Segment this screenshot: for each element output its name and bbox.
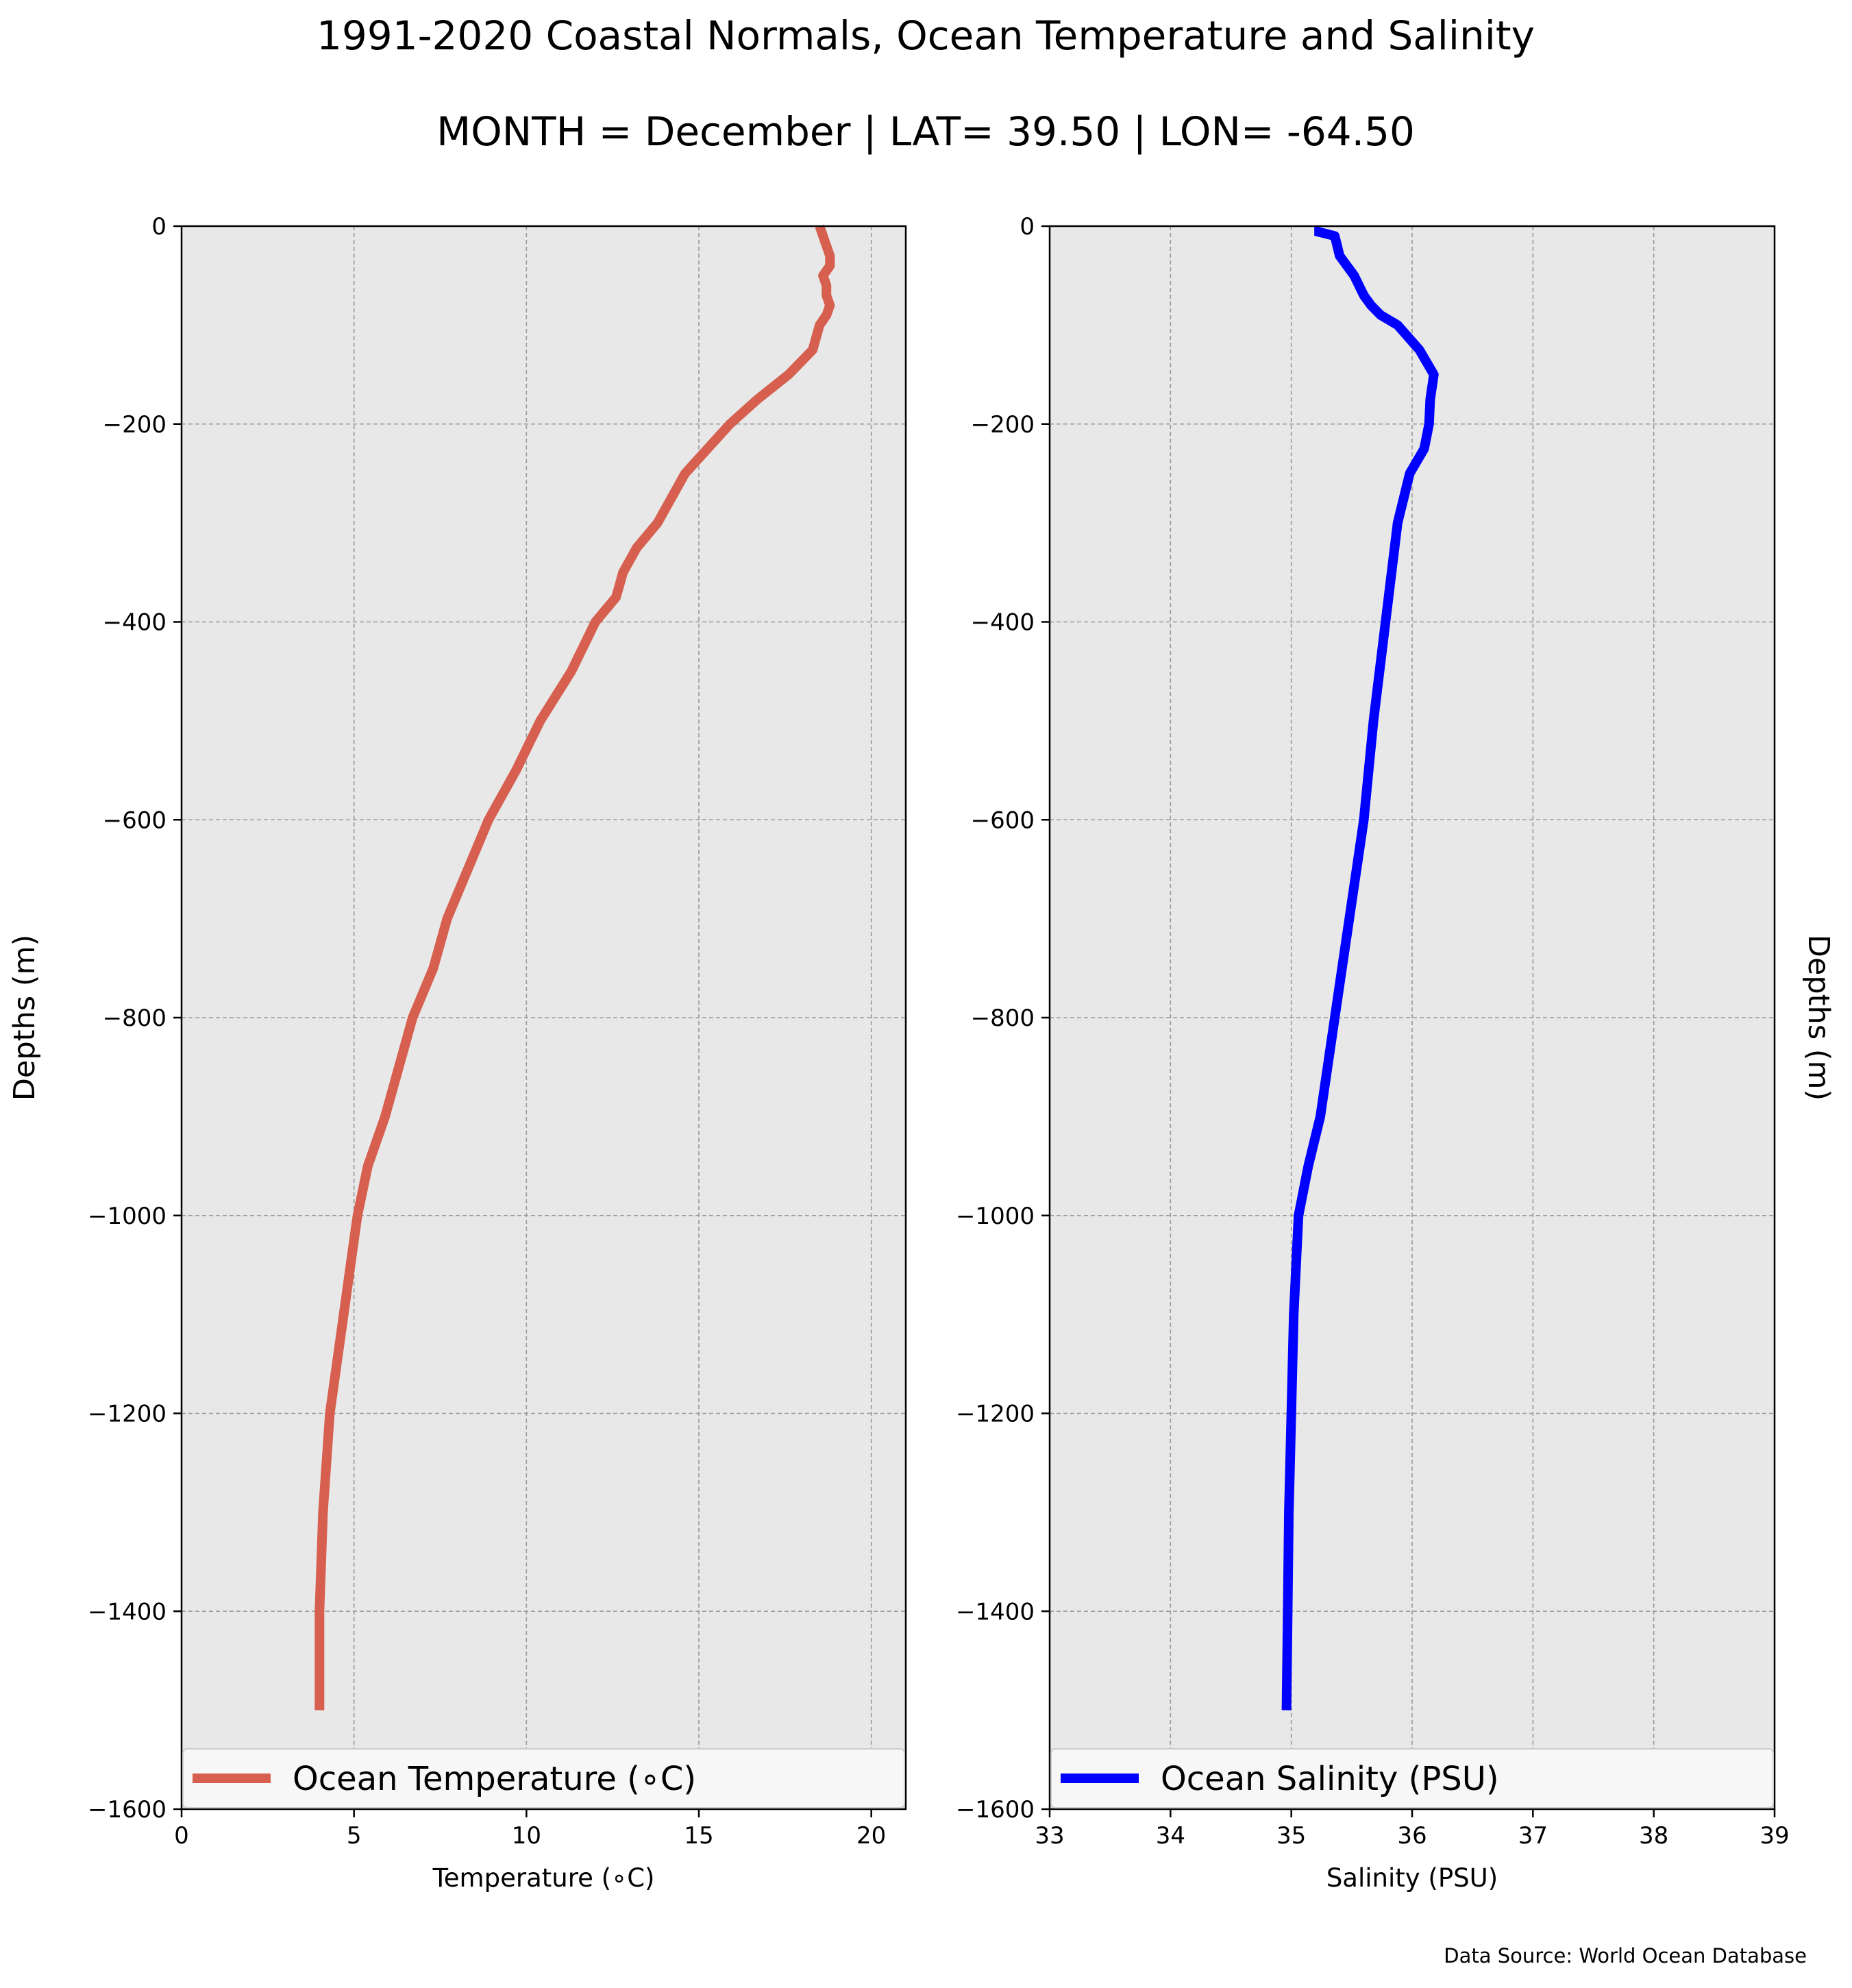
x-tick-label: 37 [1518,1822,1548,1850]
x-tick-label: 15 [684,1822,713,1850]
y-tick-label: −800 [103,1005,166,1032]
legend-box [1050,1748,1774,1808]
salinity-panel: 33 34 35 36 37 38 39 0 −200 −400 −600 −800 −1000 −120… [956,213,1836,1893]
y-tick-label: −1600 [956,1796,1035,1824]
y-tick-label: −600 [971,807,1035,834]
x-tick-label: 36 [1397,1822,1427,1850]
plot-area [182,226,906,1809]
x-axis-label: Temperature (∘C) [432,1863,654,1893]
y-axis-label: Depths (m) [1801,935,1836,1101]
x-tick-label: 5 [347,1822,362,1850]
y-tick-label: −1200 [956,1401,1035,1428]
y-tick-label: −1000 [88,1203,166,1230]
x-tick-label: 33 [1035,1822,1064,1850]
x-tick-label: 20 [856,1822,886,1850]
x-tick-label: 38 [1639,1822,1668,1850]
y-tick-label: −1200 [88,1401,166,1428]
y-tick-label: −400 [103,609,166,637]
y-tick-label: −200 [971,411,1035,439]
data-source-note: Data Source: World Ocean Database [1444,1944,1807,1967]
y-tick-label: −1400 [88,1598,166,1625]
legend: Ocean Temperature (∘C) [182,1748,905,1808]
x-tick-label: 10 [512,1822,541,1850]
x-tick-label: 35 [1276,1822,1306,1850]
x-tick-label: 39 [1760,1822,1789,1850]
y-tick-label: 0 [151,213,166,241]
figure-title: 1991-2020 Coastal Normals, Ocean Tempera… [317,12,1535,59]
temperature-panel: 0 5 10 15 20 0 −200 −400 −600 −800 −1000 −1200 −1400… [8,213,907,1893]
figure-subtitle: MONTH = December | LAT= 39.50 | LON= -64… [436,108,1415,155]
series-line [1281,226,1439,1710]
x-axis-label: Salinity (PSU) [1326,1863,1498,1893]
legend-label: Ocean Temperature (∘C) [293,1760,696,1798]
series-line [314,224,835,1710]
x-tick-label: 0 [174,1822,189,1850]
legend: Ocean Salinity (PSU) [1050,1748,1774,1808]
y-tick-label: −1000 [956,1203,1035,1230]
legend-box [182,1748,905,1808]
y-tick-label: 0 [1020,213,1035,241]
y-tick-label: −400 [971,609,1035,637]
x-tick-label: 34 [1156,1822,1185,1850]
y-axis-label: Depths (m) [8,935,42,1101]
y-tick-label: −600 [103,807,166,834]
legend-label: Ocean Salinity (PSU) [1161,1760,1499,1798]
y-tick-label: −800 [971,1005,1035,1032]
y-tick-label: −200 [103,411,166,439]
y-tick-label: −1400 [956,1598,1035,1625]
y-tick-label: −1600 [88,1796,166,1824]
